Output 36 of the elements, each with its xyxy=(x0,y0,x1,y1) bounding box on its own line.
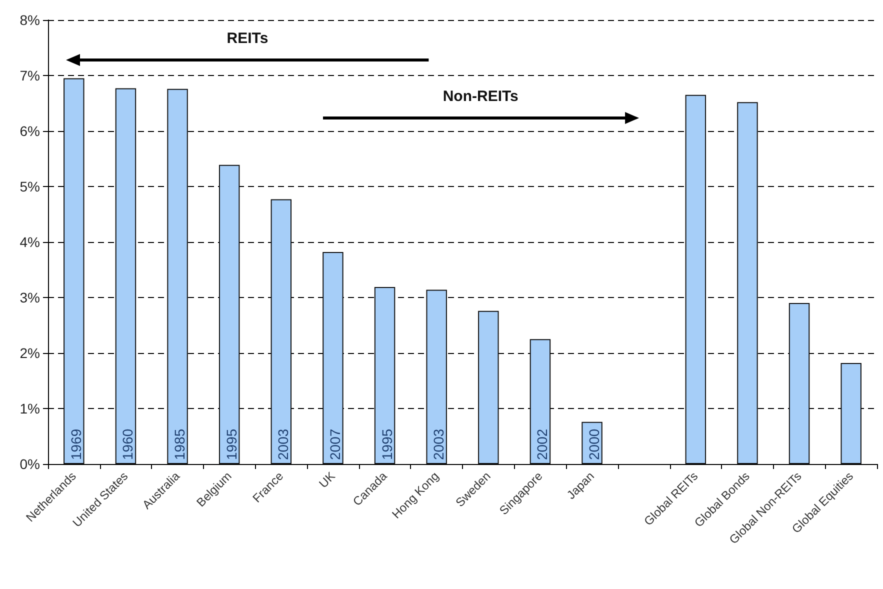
y-tick-label: 3% xyxy=(20,290,40,306)
y-tick-label: 7% xyxy=(20,68,40,84)
annotation: Non-REITs xyxy=(442,88,518,105)
annotation: 2002 xyxy=(534,428,550,460)
bar xyxy=(270,199,292,464)
bar xyxy=(218,164,240,464)
bar xyxy=(788,303,810,464)
y-tick-label: 0% xyxy=(20,456,40,472)
annotation: 1995 xyxy=(223,428,240,460)
bar xyxy=(426,290,447,464)
bar xyxy=(685,94,706,464)
y-tick-label: 4% xyxy=(20,234,40,250)
bar xyxy=(64,78,84,464)
bar xyxy=(322,252,344,464)
annotation: 2003 xyxy=(275,428,292,460)
y-tick-label: 8% xyxy=(20,12,40,28)
y-tick-label: 2% xyxy=(20,345,40,361)
bar xyxy=(374,286,396,464)
annotation: 2007 xyxy=(326,428,343,460)
annotation: REITs xyxy=(226,30,268,47)
bar xyxy=(530,339,551,464)
x-tick-label: UK xyxy=(316,469,338,491)
y-tick-label: 1% xyxy=(20,400,40,416)
bar xyxy=(115,88,136,464)
bar xyxy=(478,310,499,464)
annotation: 1985 xyxy=(172,428,188,460)
bar xyxy=(840,362,862,464)
bar xyxy=(737,102,758,464)
bar xyxy=(167,88,188,464)
annotation: 1960 xyxy=(120,428,136,460)
annotation: 1995 xyxy=(378,428,395,460)
annotation: 2000 xyxy=(586,428,602,460)
annotation: 1969 xyxy=(68,428,84,460)
y-tick-label: 6% xyxy=(20,123,40,139)
y-tick-label: 5% xyxy=(20,178,40,194)
annotation: 2003 xyxy=(430,428,447,460)
